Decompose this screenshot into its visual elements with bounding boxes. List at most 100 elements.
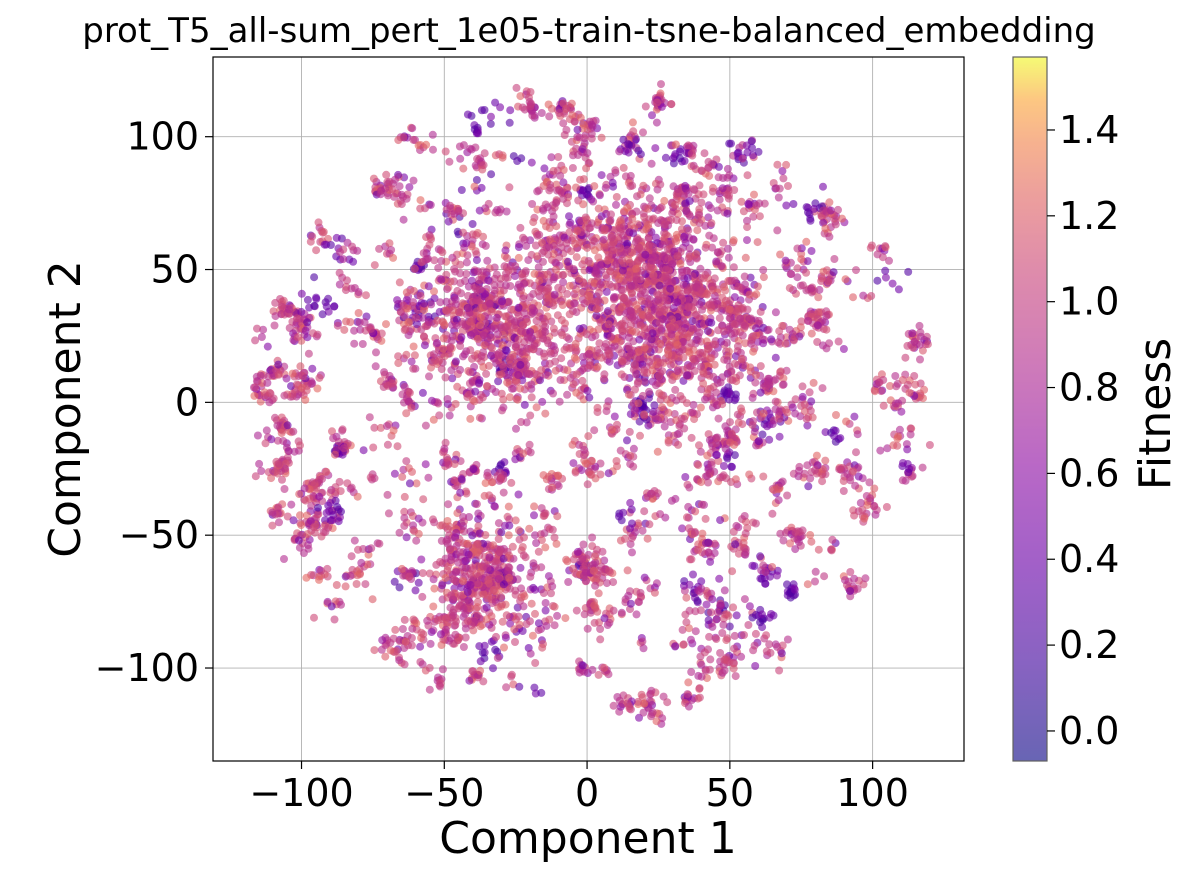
scatter-point xyxy=(416,196,425,205)
scatter-point xyxy=(488,349,497,358)
scatter-point xyxy=(706,557,715,566)
scatter-point xyxy=(600,296,609,305)
scatter-point xyxy=(715,574,724,583)
scatter-point xyxy=(550,621,559,630)
scatter-point xyxy=(707,159,716,168)
scatter-point xyxy=(288,369,297,378)
scatter-point xyxy=(559,194,568,203)
scatter-point xyxy=(725,395,734,404)
scatter-point xyxy=(626,460,635,469)
scatter-point xyxy=(587,120,596,129)
scatter-point xyxy=(838,214,846,223)
scatter-point xyxy=(329,511,338,519)
scatter-point xyxy=(400,492,409,501)
scatter-point xyxy=(386,638,395,647)
scatter-point xyxy=(457,333,466,342)
scatter-point xyxy=(530,511,538,520)
scatter-point xyxy=(487,478,496,487)
scatter-point xyxy=(537,504,546,513)
scatter-point xyxy=(419,495,428,504)
scatter-point xyxy=(678,625,687,634)
scatter-point xyxy=(803,421,812,430)
scatter-point xyxy=(712,451,721,459)
scatter-point xyxy=(712,439,721,447)
scatter-point xyxy=(656,510,665,519)
scatter-point xyxy=(768,563,777,571)
scatter-point xyxy=(702,600,711,609)
scatter-point xyxy=(544,572,553,581)
scatter-point xyxy=(429,145,437,154)
scatter-point xyxy=(534,287,543,296)
scatter-point xyxy=(793,244,802,253)
scatter-point xyxy=(475,378,483,387)
scatter-point xyxy=(506,106,515,115)
scatter-point xyxy=(296,362,305,371)
scatter-point xyxy=(679,640,688,649)
scatter-point xyxy=(610,341,619,350)
scatter-point xyxy=(655,281,664,290)
scatter-point xyxy=(514,303,523,312)
scatter-point xyxy=(505,393,514,402)
scatter-point xyxy=(466,414,475,423)
scatter-point xyxy=(582,164,591,173)
scatter-point xyxy=(399,133,408,142)
scatter-point xyxy=(600,614,609,623)
scatter-point xyxy=(532,370,541,379)
scatter-point xyxy=(418,388,427,397)
scatter-point xyxy=(685,580,694,589)
scatter-point xyxy=(451,357,460,366)
scatter-point xyxy=(701,666,710,675)
scatter-point xyxy=(916,332,925,341)
scatter-point xyxy=(478,393,487,402)
scatter-point xyxy=(700,149,709,158)
scatter-point xyxy=(540,529,549,538)
scatter-point xyxy=(333,321,342,330)
scatter-point xyxy=(409,615,418,624)
scatter-point xyxy=(447,366,456,375)
scatter-point xyxy=(381,652,390,661)
scatter-point xyxy=(768,420,777,429)
scatter-point xyxy=(777,478,785,487)
scatter-point xyxy=(289,516,298,525)
scatter-point xyxy=(597,171,606,180)
scatter-point xyxy=(451,400,460,408)
scatter-point xyxy=(354,545,362,554)
scatter-point xyxy=(533,330,542,339)
scatter-point xyxy=(461,633,470,642)
scatter-point xyxy=(689,400,698,409)
scatter-point xyxy=(657,80,665,89)
scatter-point xyxy=(296,441,304,450)
scatter-point xyxy=(704,538,713,547)
scatter-point xyxy=(635,713,643,722)
scatter-point xyxy=(318,310,327,319)
scatter-point xyxy=(873,276,882,285)
scatter-point xyxy=(676,259,685,268)
scatter-point xyxy=(856,498,865,507)
scatter-point xyxy=(819,182,827,191)
scatter-point xyxy=(489,664,497,673)
scatter-point xyxy=(756,362,765,371)
scatter-point xyxy=(546,235,555,244)
scatter-point xyxy=(416,291,425,300)
scatter-point xyxy=(793,535,802,544)
scatter-point xyxy=(877,387,886,396)
scatter-point xyxy=(467,317,476,326)
scatter-point xyxy=(277,302,286,311)
scatter-point xyxy=(610,293,619,302)
scatter-point xyxy=(439,334,448,343)
scatter-point xyxy=(308,232,317,241)
scatter-point xyxy=(818,384,827,393)
scatter-point xyxy=(616,702,625,711)
scatter-point xyxy=(400,507,409,516)
scatter-point xyxy=(687,668,696,676)
scatter-point xyxy=(416,204,425,213)
scatter-point xyxy=(470,329,479,337)
scatter-point xyxy=(498,153,507,162)
scatter-point xyxy=(903,460,912,468)
scatter-point xyxy=(442,297,451,306)
scatter-point xyxy=(427,396,436,405)
scatter-point xyxy=(464,282,473,291)
scatter-point xyxy=(530,341,539,350)
scatter-point xyxy=(776,250,785,259)
